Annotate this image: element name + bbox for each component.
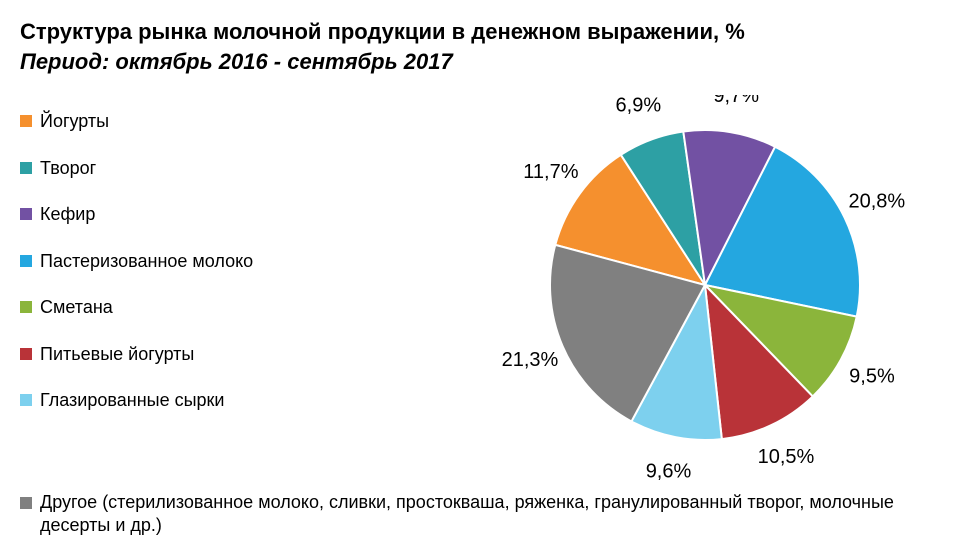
pie-slice-label: 9,5% bbox=[849, 365, 895, 387]
pie-slice-label: 6,9% bbox=[616, 95, 662, 117]
legend-item: Творог bbox=[20, 157, 325, 180]
legend-label: Творог bbox=[40, 157, 96, 180]
legend-label: Другое (стерилизованное молоко, сливки, … bbox=[40, 491, 930, 536]
legend-label: Пастеризованное молоко bbox=[40, 250, 253, 273]
legend-swatch bbox=[20, 162, 32, 174]
pie-slice-label: 10,5% bbox=[758, 446, 815, 468]
legend-swatch bbox=[20, 301, 32, 313]
pie-chart: 11,7% 6,9% 9,7% 20,8% 9,5% 10,5% 9,6% 21,3% bbox=[455, 95, 964, 495]
pie-slice-label: 11,7% bbox=[523, 161, 578, 183]
legend-bottom: Другое (стерилизованное молоко, сливки, … bbox=[20, 491, 940, 536]
legend-item: Сметана bbox=[20, 296, 325, 319]
pie-slice-label: 9,7% bbox=[713, 95, 759, 107]
legend-swatch bbox=[20, 497, 32, 509]
chart-container: Структура рынка молочной продукции в ден… bbox=[0, 0, 964, 552]
pie-slice-label: 21,3% bbox=[502, 349, 559, 371]
chart-subtitle: Период: октябрь 2016 - сентябрь 2017 bbox=[20, 48, 944, 76]
legend-swatch bbox=[20, 394, 32, 406]
legend-label: Сметана bbox=[40, 296, 113, 319]
legend-swatch bbox=[20, 255, 32, 267]
pie-slice-label: 20,8% bbox=[848, 191, 905, 213]
legend-swatch bbox=[20, 115, 32, 127]
legend-swatch bbox=[20, 348, 32, 360]
legend-item: Питьевые йогурты bbox=[20, 343, 325, 366]
legend-label: Йогурты bbox=[40, 110, 109, 133]
legend-label: Питьевые йогурты bbox=[40, 343, 194, 366]
legend-label: Глазированные сырки bbox=[40, 389, 224, 412]
legend-item: Йогурты bbox=[20, 110, 325, 133]
chart-body: Йогурты Творог Кефир Пастеризованное молоко… bbox=[20, 100, 944, 436]
legend-item: Глазированные сырки bbox=[20, 389, 325, 412]
legend-item: Кефир bbox=[20, 203, 325, 226]
pie-slice-label: 9,6% bbox=[646, 460, 692, 482]
pie-chart-wrap: 11,7%6,9%9,7%20,8%9,5%10,5%9,6%21,3% bbox=[325, 100, 944, 436]
chart-title: Структура рынка молочной продукции в ден… bbox=[20, 18, 944, 46]
legend: Йогурты Творог Кефир Пастеризованное молоко… bbox=[20, 110, 325, 436]
legend-swatch bbox=[20, 208, 32, 220]
legend-item: Пастеризованное молоко bbox=[20, 250, 325, 273]
legend-label: Кефир bbox=[40, 203, 95, 226]
